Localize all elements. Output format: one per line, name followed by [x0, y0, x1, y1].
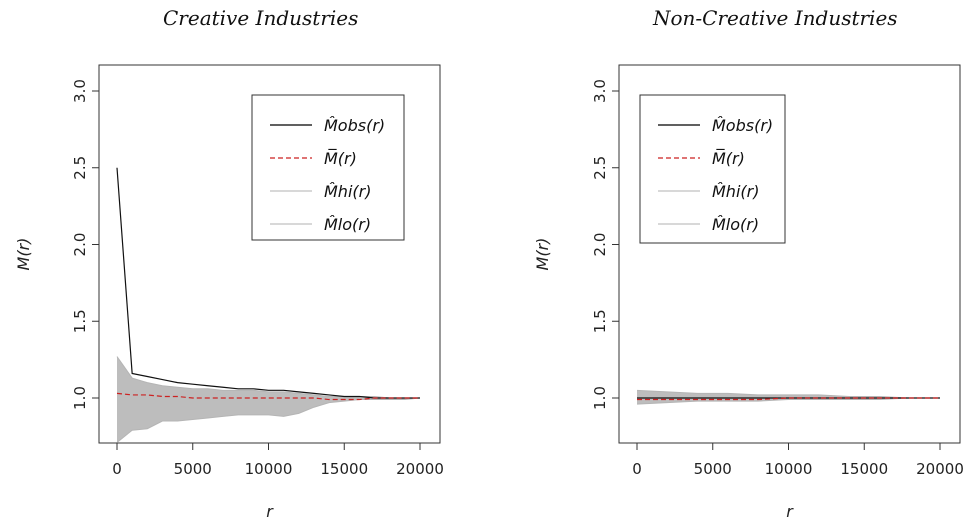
series-obs-line [116, 167, 420, 399]
legend-label-1: M̅(r) [712, 149, 745, 168]
legend-label-0: M̂obs(r) [712, 116, 773, 135]
series-lo-line [116, 397, 421, 443]
y-tick-label: 2.0 [591, 233, 609, 257]
x-tick-label: 5000 [694, 460, 732, 478]
legend-label-3: M̂lo(r) [324, 215, 371, 234]
legend-label-0: M̂obs(r) [324, 116, 385, 135]
plot-frame [618, 64, 961, 444]
x-tick-label: 10000 [765, 460, 813, 478]
y-tick-label: 2.0 [71, 233, 89, 257]
envelope-band [117, 356, 420, 443]
chart-panel-0: 1.0 1.5 2.0 2.5 3.0 0 5000 10000 15000 20000 r M(r)… [14, 64, 444, 521]
series-mean-line [116, 392, 420, 401]
y-tick-label: 1.5 [591, 309, 609, 333]
legend-label-2: M̂hi(r) [324, 182, 371, 201]
chart-title-creative: Creative Industries [163, 6, 359, 30]
legend-box [251, 94, 405, 241]
y-tick-label: 1.0 [71, 386, 89, 410]
x-tick-label: 5000 [174, 460, 212, 478]
y-axis-label: M(r) [533, 238, 552, 271]
y-tick-label: 1.5 [71, 309, 89, 333]
legend-label-2: M̂hi(r) [712, 182, 759, 201]
x-axis-label: r [786, 502, 794, 521]
x-tick-label: 15000 [320, 460, 368, 478]
legend-label-3: M̂lo(r) [712, 215, 759, 234]
series-lo-line [636, 397, 940, 405]
x-tick-label: 20000 [396, 460, 444, 478]
x-tick-label: 20000 [916, 460, 964, 478]
x-tick-label: 15000 [840, 460, 888, 478]
y-tick-label: 2.5 [71, 156, 89, 180]
chart-title-non-creative: Non-Creative Industries [653, 6, 898, 30]
series-hi-line [636, 389, 940, 399]
x-tick-label: 0 [632, 460, 642, 478]
x-tick-label: 0 [112, 460, 122, 478]
legend-label-1: M̅(r) [324, 149, 357, 168]
x-axis-label: r [266, 502, 274, 521]
y-tick-label: 2.5 [591, 156, 609, 180]
y-tick-label: 3.0 [71, 79, 89, 103]
legend-box [639, 94, 786, 244]
y-axis-label: M(r) [14, 238, 33, 271]
series-hi-line [116, 356, 420, 399]
series-mean-line [637, 397, 940, 401]
y-tick-label: 3.0 [591, 79, 609, 103]
x-tick-label: 10000 [245, 460, 293, 478]
plot-frame [98, 64, 441, 444]
chart-panel-1: 1.0 1.5 2.0 2.5 3.0 0 5000 10000 15000 20000 r M(r)… [533, 64, 964, 521]
y-tick-label: 1.0 [591, 386, 609, 410]
